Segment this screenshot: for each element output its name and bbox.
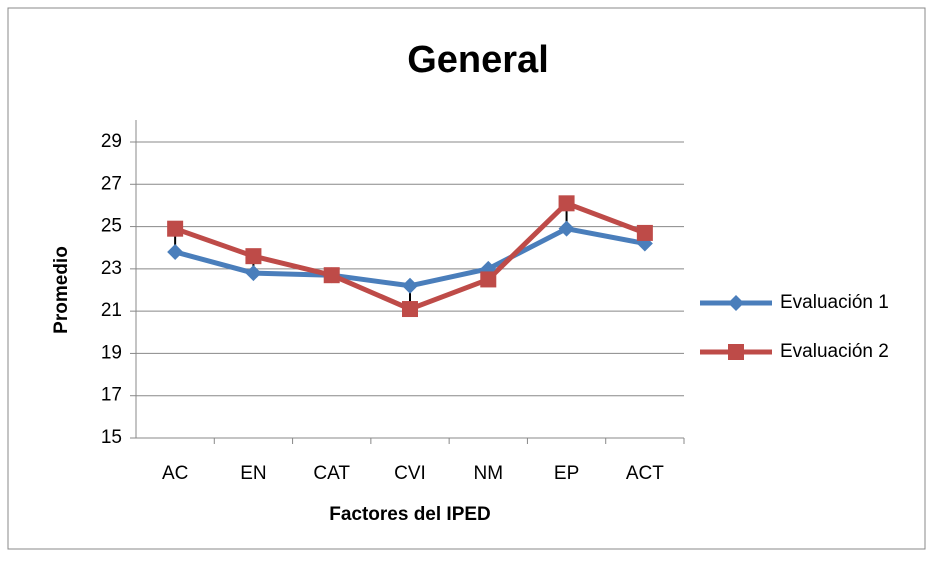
y-tick-label: 23	[101, 258, 122, 279]
y-tick-label: 27	[101, 173, 122, 194]
data-point	[167, 220, 184, 237]
legend-marker	[728, 344, 744, 360]
x-axis-label: Factores del IPED	[329, 504, 491, 525]
y-tick-label: 21	[101, 300, 122, 321]
y-tick-label: 19	[101, 342, 122, 363]
y-axis-label: Promedio	[51, 246, 72, 334]
legend-label: Evaluación 1	[780, 292, 889, 313]
data-point	[245, 248, 262, 265]
y-tick-label: 25	[101, 216, 122, 237]
x-tick-label: ACT	[626, 463, 664, 484]
chart-border	[7, 7, 926, 550]
y-tick-label: 17	[101, 385, 122, 406]
data-point	[558, 195, 575, 212]
legend-label: Evaluación 2	[780, 341, 889, 362]
x-tick-label: EN	[240, 463, 266, 484]
data-point	[636, 224, 653, 241]
y-tick-label: 29	[101, 131, 122, 152]
data-point	[402, 301, 418, 318]
x-tick-label: CAT	[313, 463, 350, 484]
x-tick-label: CVI	[394, 463, 426, 484]
chart-title: General	[407, 39, 549, 81]
data-point	[558, 220, 575, 237]
legend-marker	[728, 295, 744, 311]
data-point	[245, 265, 262, 282]
x-tick-label: NM	[474, 463, 504, 484]
data-point	[323, 267, 340, 284]
data-point	[402, 277, 418, 294]
x-tick-label: EP	[554, 463, 579, 484]
data-point	[480, 271, 497, 288]
data-point	[167, 243, 184, 260]
x-tick-label: AC	[162, 463, 188, 484]
y-tick-label: 15	[101, 427, 122, 448]
